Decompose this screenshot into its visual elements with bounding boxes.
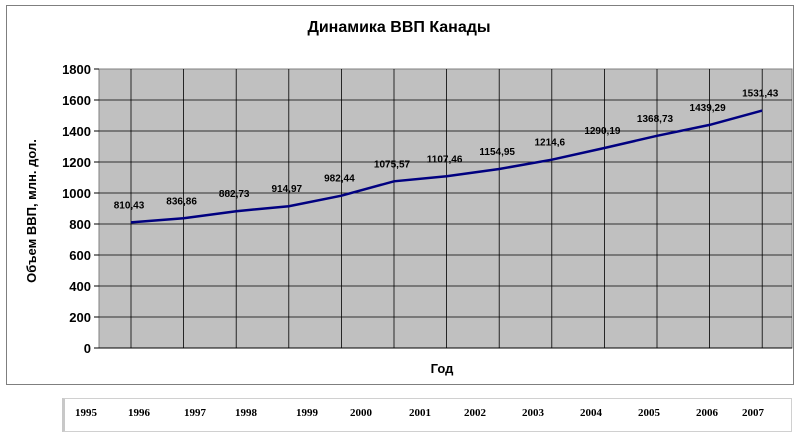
data-label: 882,73 — [219, 189, 250, 200]
data-labels: 810,43 836,86 882,73 914,97 982,44 1075,57 110… — [114, 89, 779, 212]
data-label: 1368,73 — [637, 114, 674, 125]
gdp-series-line — [130, 109, 763, 224]
y-tick-label: 0 — [84, 341, 91, 356]
strip-year-label: 1997 — [184, 407, 206, 419]
strip-year-label: 2001 — [409, 407, 431, 419]
strip-year-label: 1999 — [296, 407, 318, 419]
data-label: 982,44 — [324, 174, 355, 185]
data-label: 836,86 — [166, 196, 197, 207]
strip-year-label: 2006 — [696, 407, 718, 419]
data-label: 1075,57 — [374, 159, 411, 170]
data-label: 1439,29 — [690, 103, 727, 114]
strip-year-label: 1998 — [235, 407, 257, 419]
y-tick-label: 800 — [69, 217, 91, 232]
chart-frame: Динамика ВВП Канады 0 200 400 600 800 1000 120… — [6, 5, 794, 385]
y-tick-label: 600 — [69, 248, 91, 263]
x-axis-title: Год — [431, 361, 454, 376]
strip-year-label: 2004 — [580, 407, 602, 419]
strip-year-label: 2000 — [350, 407, 372, 419]
data-label: 914,97 — [272, 184, 303, 195]
y-tick-labels: 0 200 400 600 800 1000 1200 1400 1600 1800 — [62, 62, 91, 356]
data-label: 1214,6 — [535, 138, 566, 149]
y-tick-label: 400 — [69, 279, 91, 294]
y-tick-label: 1000 — [62, 186, 91, 201]
data-label: 1107,46 — [427, 154, 463, 165]
y-tick-label: 1400 — [62, 124, 91, 139]
year-strip: 1995 1996 1997 1998 1999 2000 2001 2002 2003 2004… — [62, 398, 792, 432]
y-tick-label: 1200 — [62, 155, 91, 170]
data-label: 1290,19 — [584, 126, 621, 137]
y-tick-label: 1600 — [62, 93, 91, 108]
chart-title: Динамика ВВП Канады — [307, 19, 490, 36]
data-label: 810,43 — [114, 200, 145, 211]
data-label: 1531,43 — [742, 89, 779, 100]
strip-year-label: 1995 — [75, 407, 97, 419]
strip-year-label: 1996 — [128, 407, 150, 419]
strip-year-label: 2005 — [638, 407, 660, 419]
y-tick-label: 1800 — [62, 62, 91, 77]
line-chart: Динамика ВВП Канады 0 200 400 600 800 1000 120… — [24, 19, 793, 376]
series-layer — [130, 109, 763, 224]
strip-year-label: 2007 — [742, 407, 764, 419]
strip-year-label: 2003 — [522, 407, 544, 419]
y-tick-label: 200 — [69, 310, 91, 325]
strip-year-label: 2002 — [464, 407, 486, 419]
plot-area — [98, 68, 793, 349]
data-label: 1154,95 — [479, 147, 515, 158]
y-axis-title: Объем ВВП, млн. дол. — [24, 139, 39, 283]
